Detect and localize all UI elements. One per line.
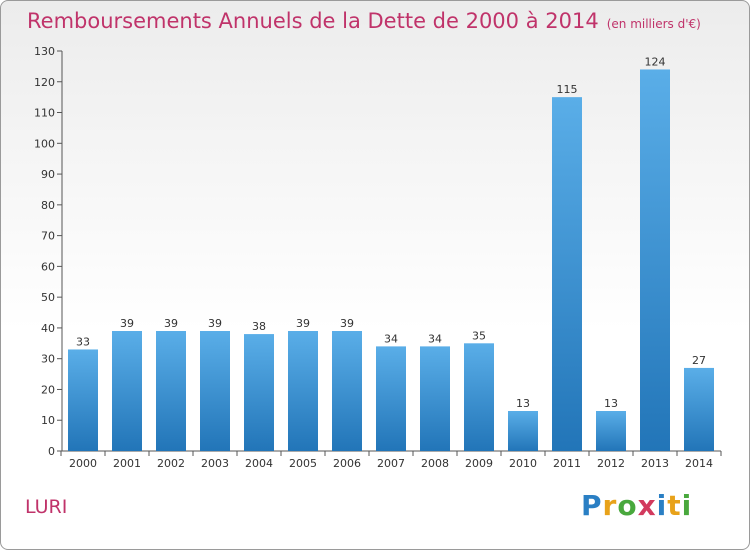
y-tick-label: 40: [41, 322, 55, 335]
y-tick-label: 10: [41, 414, 55, 427]
x-tick-label: 2003: [201, 457, 229, 470]
bar: [68, 349, 98, 451]
bar: [508, 411, 538, 451]
x-tick-label: 2001: [113, 457, 141, 470]
x-tick-label: 2000: [69, 457, 97, 470]
logo-letter: P: [581, 489, 603, 522]
x-tick-label: 2010: [509, 457, 537, 470]
y-tick-label: 0: [48, 445, 55, 458]
logo-letter: x: [637, 489, 657, 522]
bar: [200, 331, 230, 451]
x-tick-label: 2007: [377, 457, 405, 470]
proxiti-logo: Proxiti: [581, 489, 692, 522]
y-tick-label: 120: [34, 76, 55, 89]
bar: [288, 331, 318, 451]
x-tick-label: 2013: [641, 457, 669, 470]
logo-letter: t: [667, 489, 682, 522]
data-label: 13: [604, 397, 618, 410]
data-label: 38: [252, 320, 266, 333]
bar: [684, 367, 714, 451]
data-label: 34: [384, 332, 398, 345]
logo-letter: o: [617, 489, 638, 522]
bar: [420, 346, 450, 451]
chart-title: Remboursements Annuels de la Dette de 20…: [27, 9, 701, 33]
y-tick-label: 20: [41, 383, 55, 396]
data-label: 13: [516, 397, 530, 410]
data-label: 39: [164, 317, 178, 330]
data-label: 27: [692, 354, 706, 367]
y-tick-label: 100: [34, 137, 55, 150]
x-tick-label: 2004: [245, 457, 273, 470]
x-tick-label: 2009: [465, 457, 493, 470]
x-tick-label: 2002: [157, 457, 185, 470]
bar: [244, 334, 274, 451]
data-label: 35: [472, 329, 486, 342]
data-label: 39: [208, 317, 222, 330]
y-tick-label: 60: [41, 260, 55, 273]
y-tick-label: 130: [34, 45, 55, 58]
bar: [640, 69, 670, 451]
logo-letter: i: [656, 489, 668, 522]
x-tick-label: 2014: [685, 457, 713, 470]
x-tick-label: 2005: [289, 457, 317, 470]
x-tick-label: 2008: [421, 457, 449, 470]
bar: [112, 331, 142, 451]
data-label: 39: [296, 317, 310, 330]
data-label: 115: [557, 83, 578, 96]
y-tick-label: 90: [41, 168, 55, 181]
bar: [464, 343, 494, 451]
y-tick-label: 80: [41, 199, 55, 212]
y-tick-label: 30: [41, 353, 55, 366]
data-label: 124: [645, 55, 666, 68]
title-text: Remboursements Annuels de la Dette de 20…: [27, 9, 599, 33]
bar: [376, 346, 406, 451]
y-tick-label: 110: [34, 107, 55, 120]
bar: [596, 411, 626, 451]
chart-subtitle: (en milliers d'€): [606, 17, 701, 31]
data-label: 39: [120, 317, 134, 330]
data-label: 39: [340, 317, 354, 330]
x-tick-label: 2011: [553, 457, 581, 470]
bar: [156, 331, 186, 451]
data-label: 34: [428, 332, 442, 345]
logo-letter: i: [681, 489, 693, 522]
x-tick-label: 2006: [333, 457, 361, 470]
bar: [332, 331, 362, 451]
y-tick-label: 70: [41, 230, 55, 243]
y-tick-label: 50: [41, 291, 55, 304]
logo-letter: r: [602, 489, 618, 522]
location-label: LURI: [25, 496, 68, 518]
data-label: 33: [76, 335, 90, 348]
x-tick-label: 2012: [597, 457, 625, 470]
bar: [552, 97, 582, 452]
